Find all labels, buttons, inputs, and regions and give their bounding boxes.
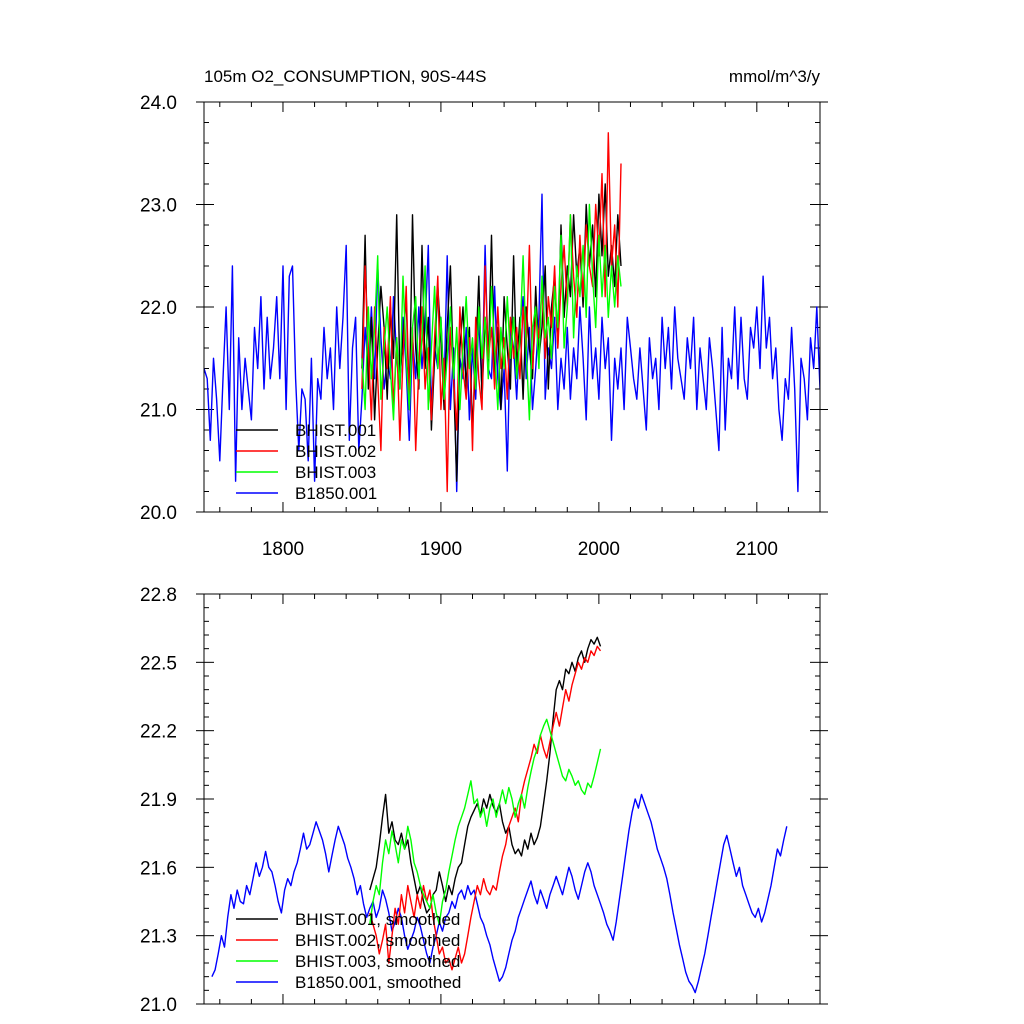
top-x-tick-label: 2100 bbox=[736, 539, 778, 560]
top-y-tick-label: 20.0 bbox=[140, 503, 177, 524]
top-series-line-1 bbox=[361, 132, 622, 493]
top-panel: 105m O2_CONSUMPTION, 90S-44S mmol/m^3/y … bbox=[140, 67, 828, 560]
bottom-y-tick-label: 21.0 bbox=[140, 995, 177, 1016]
bottom-series-line-0 bbox=[369, 636, 602, 914]
top-y-tick-label: 23.0 bbox=[140, 196, 177, 217]
bottom-y-tick-label: 22.8 bbox=[140, 585, 177, 606]
bottom-legend-label-2: BHIST.003, smoothed bbox=[295, 952, 460, 971]
top-panel-x-tick-labels: 1800 1900 2000 2100 bbox=[262, 539, 778, 560]
top-legend-label-3: B1850.001 bbox=[295, 484, 377, 503]
top-series-line-2 bbox=[361, 203, 622, 421]
top-panel-legend: BHIST.001 BHIST.002 BHIST.003 B1850.001 bbox=[236, 421, 377, 503]
bottom-y-tick-label: 21.9 bbox=[140, 790, 177, 811]
bottom-y-tick-label: 22.2 bbox=[140, 722, 177, 743]
bottom-series-line-3 bbox=[211, 793, 788, 994]
top-x-tick-label: 1800 bbox=[262, 539, 304, 560]
top-panel-title: 105m O2_CONSUMPTION, 90S-44S bbox=[204, 67, 486, 86]
top-legend-label-1: BHIST.002 bbox=[295, 442, 376, 461]
top-x-tick-label: 2000 bbox=[578, 539, 620, 560]
bottom-legend-label-1: BHIST.002, smoothed bbox=[295, 931, 460, 950]
top-series-line-3 bbox=[204, 193, 820, 493]
bottom-panel-ticks bbox=[196, 593, 828, 1005]
bottom-y-tick-label: 21.6 bbox=[140, 858, 177, 879]
bottom-legend-label-3: B1850.001, smoothed bbox=[295, 973, 461, 992]
top-y-tick-label: 21.0 bbox=[140, 401, 177, 422]
bottom-legend-label-0: BHIST.001, smoothed bbox=[295, 910, 460, 929]
top-y-tick-label: 22.0 bbox=[140, 298, 177, 319]
top-legend-label-2: BHIST.003 bbox=[295, 463, 376, 482]
bottom-series-line-1 bbox=[369, 645, 602, 971]
bottom-panel: 21.0 21.3 21.6 21.9 22.2 22.5 22.8 BHIST.001, … bbox=[140, 585, 828, 1016]
bottom-panel-frame bbox=[203, 593, 821, 1005]
bottom-series-line-2 bbox=[369, 718, 602, 925]
bottom-panel-legend: BHIST.001, smoothed BHIST.002, smoothed BH… bbox=[236, 910, 461, 992]
top-panel-series bbox=[204, 132, 820, 493]
top-panel-y-tick-labels: 20.0 21.0 22.0 23.0 24.0 bbox=[140, 93, 177, 524]
top-legend-label-0: BHIST.001 bbox=[295, 421, 376, 440]
top-x-tick-label: 1900 bbox=[420, 539, 462, 560]
top-panel-units: mmol/m^3/y bbox=[729, 67, 821, 86]
bottom-panel-series bbox=[211, 636, 788, 994]
bottom-panel-y-tick-labels: 21.0 21.3 21.6 21.9 22.2 22.5 22.8 bbox=[140, 585, 177, 1016]
top-y-tick-label: 24.0 bbox=[140, 93, 177, 114]
bottom-y-tick-label: 22.5 bbox=[140, 653, 177, 674]
bottom-y-tick-label: 21.3 bbox=[140, 927, 177, 948]
top-panel-frame bbox=[203, 101, 821, 513]
